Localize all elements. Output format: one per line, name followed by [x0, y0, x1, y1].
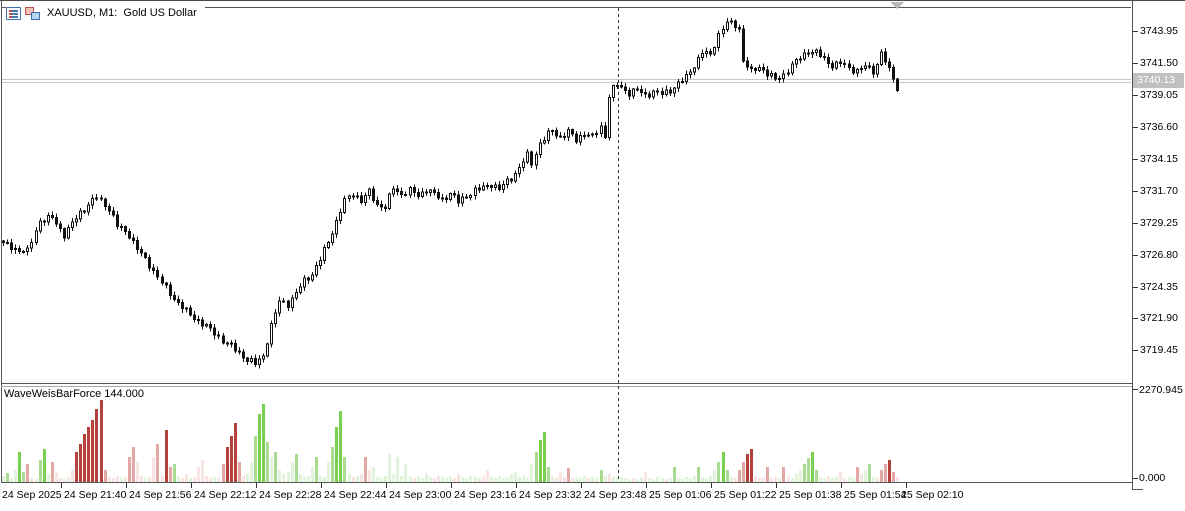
chart-list-icon[interactable]	[6, 6, 21, 20]
price-axis-label: 3721.90	[1140, 312, 1178, 324]
chart-windows-icon[interactable]	[25, 6, 40, 20]
price-axis-label: 3729.25	[1140, 217, 1178, 229]
time-axis-label: 24 Sep 23:32	[519, 489, 582, 501]
time-axis-label: 25 Sep 01:06	[649, 489, 712, 501]
price-axis-label: 3736.60	[1140, 121, 1178, 133]
current-price-badge: 3740.13	[1133, 73, 1184, 88]
time-axis-label: 24 Sep 21:40	[64, 489, 127, 501]
indicator-axis-min: 0.000	[1139, 472, 1166, 484]
time-axis-label: 24 Sep 23:00	[389, 489, 452, 501]
price-axis-label: 3739.05	[1140, 89, 1178, 101]
price-axis-label: 3734.15	[1140, 153, 1178, 165]
time-axis-label: 24 Sep 2025	[2, 489, 62, 501]
chart-header: XAUUSD, M1: Gold US Dollar	[6, 4, 205, 22]
last-bar-marker-icon	[890, 2, 904, 9]
price-axis-label: 3731.70	[1140, 185, 1178, 197]
time-axis-label: 25 Sep 01:22	[714, 489, 777, 501]
price-axis-label: 3719.45	[1140, 344, 1178, 356]
time-axis-label: 24 Sep 23:16	[454, 489, 517, 501]
time-axis-label: 24 Sep 22:12	[194, 489, 257, 501]
time-axis-label: 25 Sep 02:10	[901, 489, 964, 501]
indicator-axis-max: 2270.945	[1139, 384, 1183, 396]
symbol-title: XAUUSD, M1: Gold US Dollar	[47, 7, 197, 19]
time-axis-label: 24 Sep 22:28	[259, 489, 322, 501]
time-axis-label: 24 Sep 22:44	[324, 489, 387, 501]
time-axis-label: 24 Sep 23:48	[584, 489, 647, 501]
time-axis-label: 24 Sep 21:56	[129, 489, 192, 501]
price-axis-label: 3726.80	[1140, 249, 1178, 261]
price-axis-label: 3743.95	[1140, 25, 1178, 37]
indicator-label: WaveWeisBarForce 144.000	[4, 388, 149, 400]
price-axis-label: 3724.35	[1140, 281, 1178, 293]
price-axis-label: 3741.50	[1140, 57, 1178, 69]
time-axis-label: 25 Sep 01:54	[844, 489, 907, 501]
time-axis-label: 25 Sep 01:38	[779, 489, 842, 501]
